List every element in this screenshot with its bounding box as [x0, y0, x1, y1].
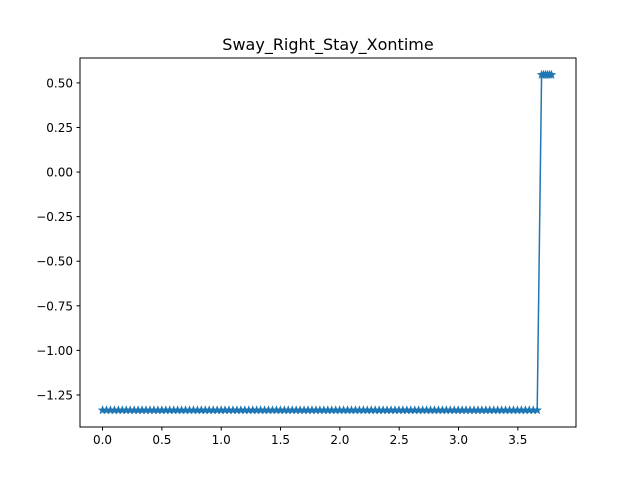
data-point: [532, 405, 542, 415]
x-tick-label: 0.5: [152, 433, 171, 447]
x-tick-label: 3.0: [449, 433, 468, 447]
x-tick-label: 0.0: [93, 433, 112, 447]
x-tick-label: 1.5: [271, 433, 290, 447]
y-tick-label: −0.50: [36, 255, 73, 269]
y-tick-label: 0.00: [46, 166, 73, 180]
y-tick-label: −0.25: [36, 210, 73, 224]
y-tick-label: −0.75: [36, 299, 73, 313]
x-tick-label: 2.0: [330, 433, 349, 447]
y-tick-label: −1.00: [36, 344, 73, 358]
plot-area: [97, 69, 557, 415]
y-tick-label: 0.25: [46, 121, 73, 135]
y-tick-label: 0.50: [46, 76, 73, 90]
axes: 0.0 0.5 1.0 1.5 2.0 2.5 3.0 3.5 0.50 0.25 0.00 −0.2…: [36, 57, 577, 447]
x-tick-label: 2.5: [390, 433, 409, 447]
x-tick-label: 3.5: [508, 433, 527, 447]
axes-frame: [79, 57, 577, 428]
chart-title: Sway_Right_Stay_Xontime: [222, 35, 433, 55]
data-point: [546, 69, 557, 79]
x-tick-label: 1.0: [212, 433, 231, 447]
y-tick-label: −1.25: [36, 388, 73, 402]
